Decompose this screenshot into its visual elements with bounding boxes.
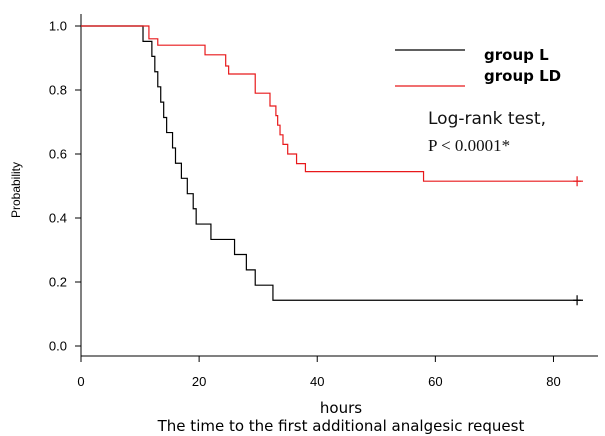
annotation-p-value: P < 0.0001* [428, 136, 510, 155]
x-axis-label: hours [320, 399, 362, 417]
y-tick-label: 0.4 [49, 211, 67, 226]
x-tick-label: 20 [192, 374, 206, 389]
series-group [81, 25, 583, 306]
x-ticks: 0 20 40 60 80 [77, 356, 561, 389]
series-line-group-ld [81, 25, 583, 182]
x-tick-label: 40 [310, 374, 324, 389]
y-tick-label: 0.2 [49, 275, 67, 290]
censor-mark [573, 295, 582, 306]
x-tick-label: 0 [77, 374, 84, 389]
y-tick-label: 0.0 [49, 339, 67, 354]
series-line-group-l [81, 25, 583, 301]
y-tick-label: 0.6 [49, 147, 67, 162]
figure-caption: The time to the first additional analges… [157, 417, 525, 435]
legend-label-group-l: group L [484, 46, 549, 64]
censor-mark [573, 176, 582, 187]
legend: group L group LD [395, 46, 561, 87]
y-tick-label: 1.0 [49, 19, 67, 34]
legend-label-group-ld: group LD [484, 67, 561, 85]
annotation-test-name: Log-rank test, [428, 109, 546, 129]
x-tick-label: 60 [428, 374, 442, 389]
axes [80, 14, 598, 357]
x-tick-label: 80 [546, 374, 560, 389]
y-ticks: 0.0 0.2 0.4 0.6 0.8 1.0 [49, 19, 81, 354]
y-tick-label: 0.8 [49, 83, 67, 98]
y-axis-label: Probability [9, 162, 23, 218]
